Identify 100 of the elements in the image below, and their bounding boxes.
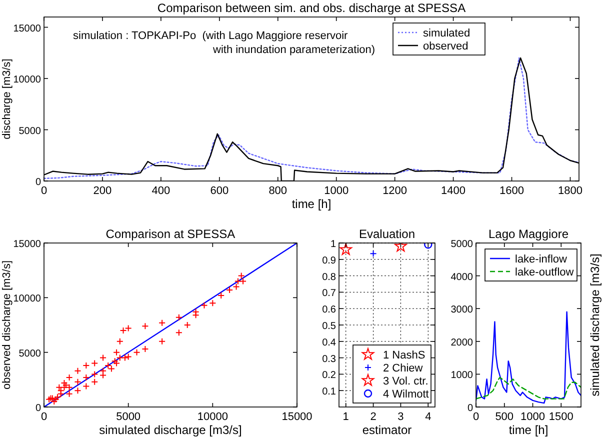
point bbox=[104, 362, 112, 369]
y-tick-label: 0.4 bbox=[322, 337, 336, 348]
chart-title: Comparison at SPESSA bbox=[106, 227, 236, 241]
y-tick-label: 15000 bbox=[13, 239, 42, 250]
line-series bbox=[476, 311, 581, 404]
point bbox=[218, 292, 225, 299]
point bbox=[82, 362, 90, 369]
y-axis-title: simulated discharge [m3/s] bbox=[588, 254, 602, 396]
x-axis-title: time [h] bbox=[508, 423, 548, 437]
y-tick-label: 5000 bbox=[450, 239, 474, 250]
x-tick-label: 1500 bbox=[548, 411, 574, 423]
x-tick-label: 500 bbox=[495, 411, 514, 423]
point bbox=[226, 286, 234, 294]
x-tick-label: 400 bbox=[152, 185, 170, 197]
point bbox=[120, 326, 127, 334]
chart-title: Lago Maggiore bbox=[488, 227, 569, 241]
point bbox=[158, 338, 166, 345]
point bbox=[57, 390, 64, 398]
point bbox=[91, 370, 98, 378]
y-tick-label: 0.1 bbox=[322, 386, 336, 398]
x-tick-label: 1000 bbox=[520, 411, 545, 423]
point bbox=[121, 354, 128, 362]
x-tick-label: 15000 bbox=[282, 411, 312, 423]
y-tick-label: 15000 bbox=[13, 23, 42, 34]
legend-label: 3 Vol. ctr. bbox=[383, 376, 428, 388]
point bbox=[100, 354, 107, 362]
y-axis-title: observed discharge [m3/s] bbox=[1, 260, 13, 390]
legend-label: simulated bbox=[423, 28, 470, 40]
y-tick-label: 0 bbox=[35, 403, 42, 414]
line-series bbox=[476, 376, 581, 400]
point bbox=[66, 374, 73, 381]
point bbox=[91, 360, 98, 367]
point bbox=[158, 319, 166, 326]
chart-title: Comparison between sim. and obs. discharge at SPESSA bbox=[157, 1, 466, 15]
x-tick-label: 200 bbox=[93, 185, 112, 197]
x-tick-label: 1 bbox=[342, 411, 349, 423]
y-tick-label: 0.7 bbox=[322, 288, 336, 300]
point bbox=[113, 360, 120, 367]
y-tick-label: 0 bbox=[467, 403, 474, 414]
point bbox=[184, 322, 191, 328]
point bbox=[66, 390, 73, 398]
point bbox=[142, 346, 149, 353]
x-axis-title: simulated discharge [m3/s] bbox=[99, 423, 242, 437]
y-tick-label: 0.2 bbox=[322, 370, 336, 382]
point bbox=[192, 308, 200, 316]
y-tick-label: 2000 bbox=[450, 337, 474, 348]
point bbox=[74, 378, 82, 386]
point bbox=[91, 378, 98, 386]
point bbox=[209, 300, 216, 307]
point bbox=[133, 348, 140, 356]
point bbox=[74, 387, 82, 394]
x-tick-label: 2 bbox=[370, 411, 376, 423]
x-tick-label: 800 bbox=[268, 185, 288, 197]
point bbox=[232, 283, 240, 290]
y-tick-label: 0.5 bbox=[322, 321, 336, 332]
legend-label: 1 NashS bbox=[383, 350, 426, 362]
annotation: with inundation parameterization) bbox=[212, 44, 376, 56]
x-tick-label: 1400 bbox=[441, 185, 466, 197]
chart-title: Evaluation bbox=[358, 227, 416, 241]
x-tick-label: 3 bbox=[398, 411, 404, 423]
y-tick-label: 5000 bbox=[18, 126, 42, 137]
y-tick-label: 3000 bbox=[450, 304, 474, 316]
legend-label: observed bbox=[423, 40, 468, 52]
x-axis-title: time [h] bbox=[292, 197, 332, 211]
point bbox=[74, 367, 82, 374]
y-tick-label: 5000 bbox=[18, 348, 42, 360]
point bbox=[82, 382, 90, 390]
point bbox=[111, 358, 118, 365]
y-tick-label: 0.3 bbox=[322, 354, 336, 365]
point bbox=[175, 314, 182, 321]
legend-label: lake-outflow bbox=[515, 266, 574, 278]
point bbox=[142, 322, 149, 330]
y-tick-label: 4000 bbox=[450, 272, 474, 283]
y-tick-label: 10000 bbox=[13, 294, 42, 305]
x-axis-title: estimator bbox=[362, 423, 412, 437]
y-tick-label: 0.9 bbox=[322, 255, 336, 266]
point bbox=[124, 353, 132, 360]
point bbox=[108, 365, 115, 372]
point bbox=[175, 329, 182, 336]
y-axis-title: discharge [m3/s] bbox=[1, 58, 13, 140]
y-tick-label: 0.8 bbox=[322, 272, 336, 283]
point bbox=[82, 374, 90, 381]
point bbox=[192, 312, 200, 319]
point bbox=[116, 338, 124, 345]
x-tick-label: 1200 bbox=[382, 185, 408, 197]
legend-label: 2 Chiew bbox=[383, 362, 423, 374]
y-tick-label: 10000 bbox=[13, 74, 42, 86]
point bbox=[62, 382, 70, 389]
point bbox=[56, 384, 63, 391]
legend-label: 4 Wilmott bbox=[383, 388, 429, 400]
annotation: simulation : TOPKAPI-Po (with Lago Maggiore reservoir bbox=[73, 30, 348, 42]
point bbox=[234, 278, 242, 285]
point bbox=[100, 372, 107, 379]
x-tick-label: 4 bbox=[425, 411, 432, 423]
point bbox=[124, 324, 132, 332]
y-tick-label: 0 bbox=[35, 177, 42, 188]
point bbox=[200, 302, 208, 309]
y-tick-label: 1 bbox=[330, 239, 336, 250]
point bbox=[100, 367, 107, 374]
x-tick-label: 5000 bbox=[116, 411, 141, 423]
